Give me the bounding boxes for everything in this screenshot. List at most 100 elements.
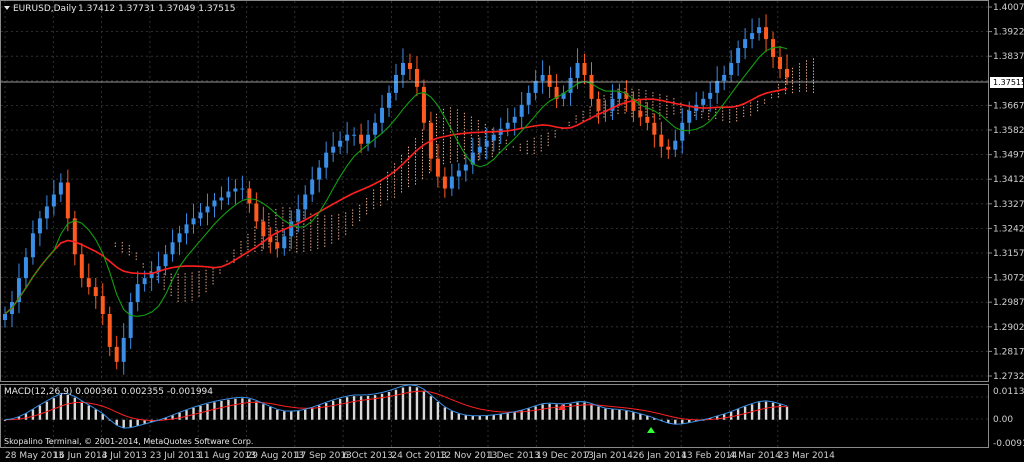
kumo-dot (121, 248, 123, 250)
kumo-dot (484, 157, 486, 159)
kumo-dot (771, 96, 773, 99)
kumo-dot (603, 116, 605, 118)
kumo-dot (170, 285, 172, 288)
kumo-dot (596, 113, 598, 115)
kumo-dot (589, 106, 591, 108)
kumo-dot (422, 177, 423, 179)
kumo-dot (184, 288, 186, 290)
kumo-dot (352, 221, 354, 223)
kumo-dot (394, 190, 396, 192)
kumo-dot (680, 105, 682, 108)
macd-pane-frame (0, 384, 989, 448)
macd-bar (632, 412, 635, 420)
macd-bar (667, 419, 670, 423)
kumo-dot (380, 186, 382, 188)
kumo-dot (750, 102, 752, 104)
kumo-dot (645, 108, 647, 110)
kumo-dot (345, 233, 347, 235)
macd-bar (555, 404, 558, 420)
kumo-dot (373, 198, 375, 200)
kumo-dot (673, 113, 675, 115)
kumo-dot (324, 221, 326, 223)
kumo-dot (659, 106, 661, 108)
kumo-dot (813, 82, 814, 84)
kumo-dot (778, 84, 780, 86)
kumo-dot (547, 144, 549, 147)
kumo-dot (296, 241, 298, 244)
kumo-dot (442, 153, 444, 156)
macd-bar (583, 402, 586, 420)
kumo-dot (296, 238, 298, 241)
macd-bar (562, 404, 565, 420)
price-tick-label: 1.36675 (993, 101, 1024, 111)
kumo-dot (324, 245, 326, 247)
kumo-dot (442, 138, 444, 141)
macd-bar (674, 419, 677, 425)
kumo-dot (359, 219, 361, 222)
kumo-dot (268, 213, 270, 215)
kumo-dot (324, 233, 326, 235)
kumo-dot (331, 236, 333, 238)
kumo-dot (289, 207, 291, 209)
candle-body (722, 74, 727, 81)
candle-body (107, 314, 112, 347)
candle-body (414, 68, 419, 87)
kumo-dot (205, 275, 207, 278)
kumo-dot (666, 113, 668, 116)
kumo-dot (289, 243, 291, 245)
kumo-dot (408, 155, 410, 158)
kumo-dot (778, 87, 780, 89)
kumo-dot (303, 244, 305, 246)
kumo-dot (715, 111, 717, 114)
candle-body (463, 164, 468, 171)
candle-body (205, 206, 210, 213)
slow-moving-average (4, 87, 788, 315)
kumo-dot (484, 139, 486, 141)
kumo-dot (310, 237, 312, 239)
kumo-dot (610, 93, 612, 96)
kumo-dot (470, 137, 472, 139)
macd-tick-label: 0.01135 (993, 387, 1024, 397)
macd-bar (478, 415, 481, 420)
time-tick-label: 11 Aug 2013 (198, 451, 256, 461)
kumo-dot (394, 172, 396, 174)
candle-body (484, 140, 489, 147)
kumo-dot (428, 165, 430, 168)
macd-bar (269, 407, 272, 420)
dropdown-triangle-icon[interactable] (4, 6, 10, 10)
kumo-dot (240, 241, 242, 243)
kumo-dot (470, 140, 472, 142)
kumo-dot (701, 116, 703, 119)
kumo-dot (254, 229, 256, 232)
kumo-dot (666, 98, 668, 101)
kumo-dot (498, 139, 500, 142)
kumo-dot (603, 113, 605, 115)
kumo-dot (282, 216, 284, 218)
kumo-dot (394, 169, 396, 171)
kumo-dot (317, 220, 319, 223)
kumo-dot (799, 90, 801, 92)
kumo-dot (128, 251, 130, 253)
macd-bar (31, 409, 35, 420)
current-price-tag (990, 77, 1023, 88)
candle-body (51, 194, 56, 207)
kumo-dot (540, 144, 542, 146)
kumo-dot (540, 135, 542, 137)
kumo-dot (142, 263, 144, 265)
kumo-dot (568, 121, 570, 124)
candle-body (757, 27, 762, 34)
kumo-dot (247, 245, 249, 248)
kumo-dot (463, 112, 465, 115)
kumo-dot (198, 292, 200, 294)
kumo-dot (540, 138, 542, 140)
kumo-dot (456, 118, 458, 120)
kumo-dot (317, 226, 319, 229)
kumo-dot (310, 213, 312, 215)
kumo-dot (310, 228, 312, 230)
kumo-dot (338, 235, 340, 237)
kumo-dot (694, 114, 696, 117)
kumo-dot (589, 115, 591, 117)
kumo-dot (275, 208, 277, 211)
kumo-dot (519, 143, 521, 146)
